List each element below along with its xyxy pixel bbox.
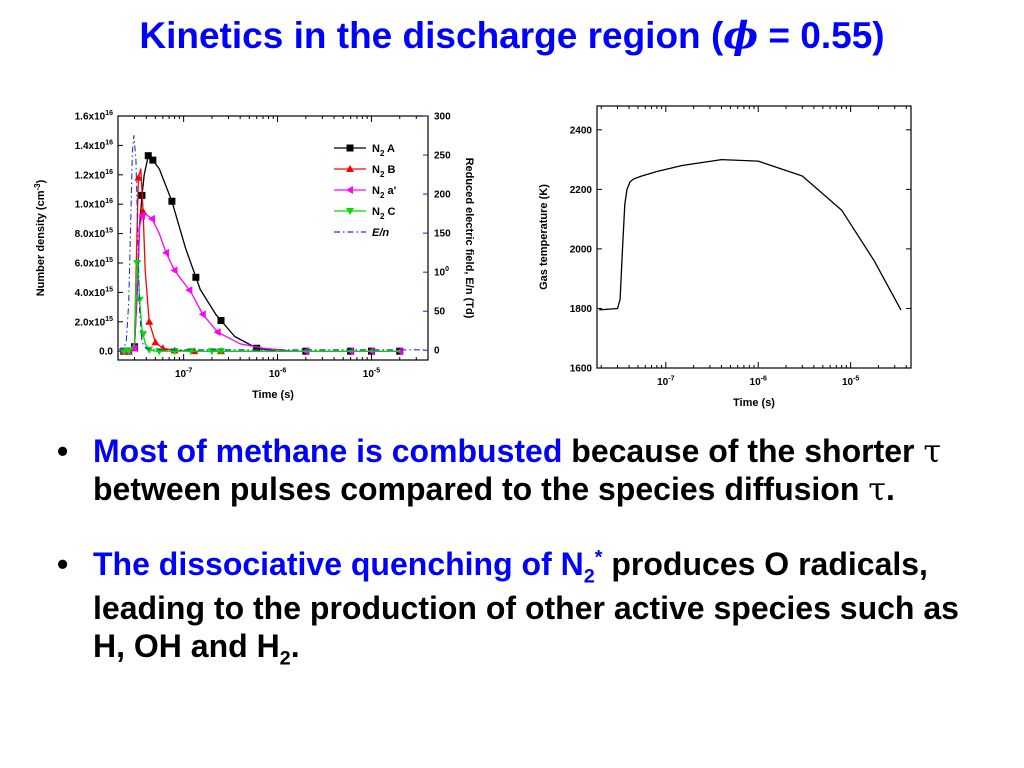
data-point-n2-c	[119, 348, 128, 356]
x-axis-label: Time (s)	[252, 389, 294, 401]
data-point-n2-a-	[213, 328, 221, 337]
data-point-n2-a	[144, 152, 152, 160]
y2-tick-label: 200	[434, 190, 451, 201]
bullet-methane: • Most of methane is combusted because of…	[57, 432, 942, 509]
data-point-n2-b	[145, 317, 154, 325]
series-line-n2-c	[123, 262, 400, 352]
y-tick-label: 2200	[570, 185, 593, 196]
legend-marker-n2-a-	[346, 186, 353, 194]
bullet-list: • Most of methane is combusted because of…	[57, 432, 987, 672]
data-point-n2-a-	[170, 266, 178, 275]
legend-marker-n2-a	[346, 144, 354, 152]
y-tick-label: 1.0x1016	[75, 198, 113, 211]
y-tick-label: 1600	[570, 364, 593, 375]
legend-marker-n2-b	[346, 165, 354, 172]
y2-axis-label: Reduced electric field, E/n (Td)	[463, 158, 475, 319]
y-tick-label: 4.0x1015	[75, 286, 113, 299]
phi-symbol: ϕ	[723, 13, 759, 57]
chart-legend: N2 A N2 B N2 a' N2 C E/n	[334, 143, 397, 239]
x-tick-label: 10-6	[750, 376, 767, 389]
plot-area	[118, 134, 428, 356]
data-point-n2-b	[139, 207, 148, 215]
gas-temperature-chart: 10-7 10-6 10-5 1600 1800 2000 2200 2400 Time (s)…	[538, 105, 912, 409]
y-tick-label: 0.0	[99, 347, 113, 358]
bullet-highlight: The dissociative quenching of N2*	[93, 545, 603, 588]
y-axis-label: Number density (cm-3)	[33, 179, 47, 296]
data-point-n2-a-	[198, 310, 206, 319]
data-point-n2-a	[149, 156, 157, 164]
legend-label-n2-c: N2 C	[372, 206, 395, 221]
bullet-dot: •	[57, 433, 69, 469]
x-tick-label: 10-7	[175, 368, 192, 381]
y2-tick-label: 100	[434, 266, 449, 279]
x-tick-label: 10-6	[269, 368, 286, 381]
bullet-dot: •	[57, 545, 69, 582]
species-density-chart: 10-7 10-6 10-5 0.0 2.0x1015 4.0x1015 6.0x1015 8…	[33, 110, 475, 401]
y2-tick-label: 300	[434, 112, 451, 123]
data-point-n2-c	[139, 331, 148, 339]
y2-tick-label: 250	[434, 151, 451, 162]
data-point-n2-c	[124, 348, 133, 356]
y-tick-label: 1.2x1016	[75, 169, 113, 182]
x-tick-label: 10-5	[363, 368, 380, 381]
x-tick-label: 10-7	[657, 376, 674, 389]
bullet-quenching: • The dissociative quenching of N2* produ…	[57, 545, 959, 670]
y-tick-label: 8.0x1015	[75, 228, 113, 241]
y-tick-label: 1.6x1016	[75, 110, 113, 123]
data-point-n2-c	[133, 259, 142, 267]
legend-label-n2-a: N2 A	[372, 143, 395, 158]
data-point-n2-a-	[185, 286, 193, 295]
series-line-temperature	[599, 158, 902, 311]
legend-label-n2-a-: N2 a'	[372, 185, 397, 200]
plot-area	[599, 158, 902, 311]
data-point-n2-c	[217, 348, 226, 356]
slide-title: Kinetics in the discharge region (ϕ = 0.…	[139, 13, 885, 57]
data-point-n2-c	[135, 296, 144, 304]
data-point-n2-a-	[137, 211, 145, 220]
y-tick-label: 2000	[570, 244, 593, 255]
series-line-n2-b	[123, 168, 400, 352]
y-tick-label: 1.4x1016	[75, 139, 113, 152]
y2-tick-label: 50	[434, 307, 446, 318]
tau-symbol: τ	[923, 432, 942, 470]
series-line-n2-a-	[123, 213, 400, 352]
data-point-n2-a	[217, 317, 225, 325]
legend-label-e-n: E/n	[372, 227, 389, 239]
bullet-highlight: Most of methane is combusted	[93, 433, 563, 469]
data-point-n2-a	[192, 273, 200, 281]
y-tick-label: 1800	[570, 304, 593, 315]
data-point-n2-a-	[147, 214, 155, 223]
x-axis-label: Time (s)	[733, 397, 775, 409]
legend-marker-n2-c	[346, 208, 354, 215]
y-tick-label: 2400	[570, 125, 593, 136]
data-point-n2-a	[253, 344, 261, 352]
series-line-e-n	[118, 134, 428, 351]
plot-frame	[596, 105, 912, 369]
y-tick-label: 2.0x1015	[75, 316, 113, 329]
y2-tick-label: 0	[434, 346, 440, 357]
data-point-n2-a	[168, 197, 176, 205]
y2-tick-label: 150	[434, 229, 451, 240]
data-point-n2-a-	[162, 248, 170, 257]
x-tick-label: 10-5	[842, 376, 859, 389]
legend-label-n2-b: N2 B	[372, 164, 395, 179]
tau-symbol: τ	[868, 470, 886, 509]
data-point-n2-a-	[130, 344, 138, 353]
y-axis-label: Gas temperature (K)	[538, 184, 550, 290]
y-tick-label: 6.0x1015	[75, 257, 113, 270]
data-point-n2-b	[151, 338, 160, 346]
data-point-n2-b	[134, 173, 143, 181]
